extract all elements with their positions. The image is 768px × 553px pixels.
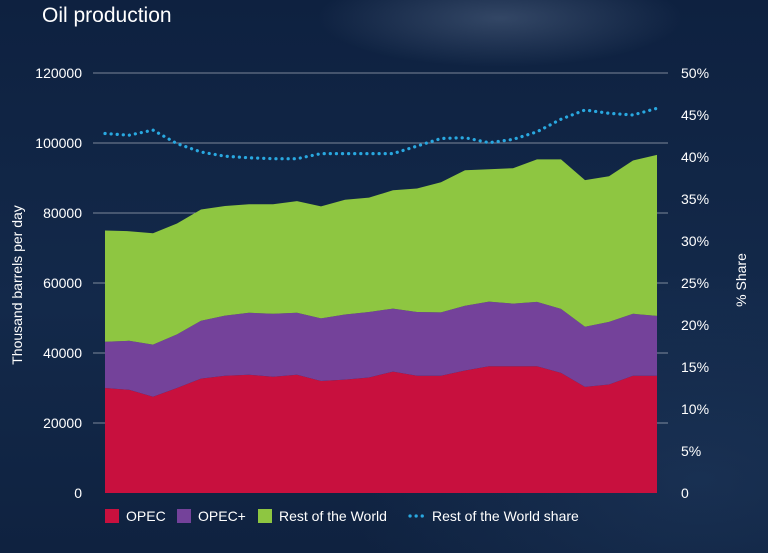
share-line (103, 106, 659, 161)
right-axis-ticks: 0 5% 10% 15% 20% 25% 30% 35% 40% 45% 50% (681, 65, 709, 501)
right-tick-label: 20% (681, 317, 709, 333)
legend-swatch (105, 509, 119, 523)
left-tick-label: 80000 (43, 205, 82, 221)
legend-swatch (177, 509, 191, 523)
right-tick-label: 45% (681, 107, 709, 123)
share-line-group (103, 106, 659, 161)
right-tick-label: 25% (681, 275, 709, 291)
right-tick-label: 15% (681, 359, 709, 375)
y-axis-label: Thousand barrels per day (9, 205, 25, 365)
stacked-areas (105, 154, 657, 493)
legend-label: OPEC (126, 508, 166, 524)
right-tick-label: 0 (681, 485, 689, 501)
left-tick-label: 100000 (35, 135, 82, 151)
legend-label: Rest of the World share (432, 508, 579, 524)
legend-label: OPEC+ (198, 508, 246, 524)
left-tick-label: 40000 (43, 345, 82, 361)
right-tick-label: 10% (681, 401, 709, 417)
legend: OPEC OPEC+ Rest of the World Rest of the Wo… (105, 508, 579, 524)
left-tick-label: 120000 (35, 65, 82, 81)
left-tick-label: 20000 (43, 415, 82, 431)
chart-title: Oil production (42, 4, 172, 27)
right-tick-label: 50% (681, 65, 709, 81)
right-tick-label: 35% (681, 191, 709, 207)
right-tick-label: 40% (681, 149, 709, 165)
area-opec (105, 366, 657, 493)
legend-label: Rest of the World (279, 508, 387, 524)
area-rest-of-the-world (105, 154, 657, 345)
left-tick-label: 60000 (43, 275, 82, 291)
left-tick-label: 0 (74, 485, 82, 501)
right-tick-label: 30% (681, 233, 709, 249)
right-tick-label: 5% (681, 443, 701, 459)
left-axis-ticks: 0 20000 40000 60000 80000 100000 120000 (35, 65, 82, 501)
y2-axis-label: % Share (733, 253, 749, 307)
legend-swatch (258, 509, 272, 523)
area-opec- (105, 301, 657, 397)
